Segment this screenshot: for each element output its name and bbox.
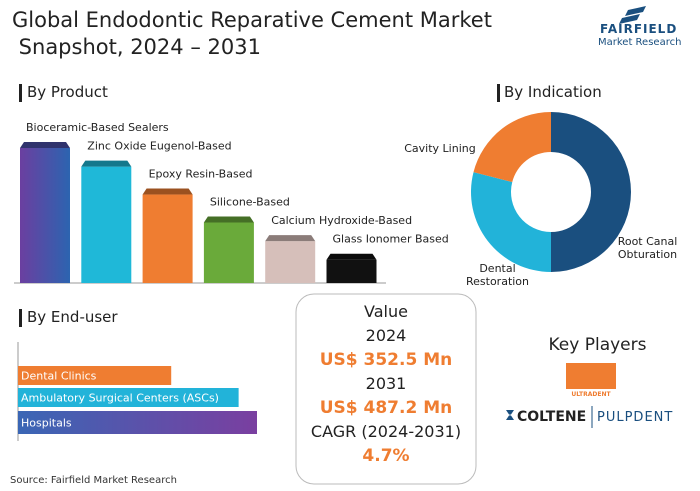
title-line: Global Endodontic Reparative Cement Mark…	[12, 8, 492, 59]
section-title: By End-user	[27, 308, 118, 326]
bar	[265, 241, 316, 283]
logo-icon	[619, 6, 646, 24]
bar	[81, 166, 132, 283]
bar-label: Zinc Oxide Eugenol-Based	[87, 140, 231, 153]
bar	[18, 366, 172, 385]
donut-segment	[473, 111, 551, 183]
bar-label: Hospitals	[21, 417, 72, 430]
donut-segment	[551, 112, 631, 272]
bar	[18, 388, 239, 407]
donut-segment	[471, 172, 551, 272]
segment-label: Dental Restoration	[465, 262, 530, 288]
player: PULPDENT	[597, 410, 674, 425]
value: US$ 487.2 Mn	[319, 398, 453, 418]
section-title: By Indication	[504, 83, 602, 101]
section-bar	[19, 84, 22, 102]
bar-label: Ambulatory Surgical Centers (ASCs)	[21, 392, 219, 405]
year: 2024	[365, 326, 407, 345]
section-title: By Product	[27, 83, 108, 101]
bar-top	[20, 142, 70, 148]
value-title: Value	[364, 302, 408, 321]
bar	[326, 259, 377, 283]
segment-label: Cavity Lining	[404, 142, 476, 155]
value: US$ 352.5 Mn	[319, 350, 453, 370]
bar-label: Silicone-Based	[210, 195, 290, 208]
logo-shape	[566, 363, 616, 389]
section-bar	[497, 84, 500, 102]
bar-top	[81, 160, 132, 167]
bar	[203, 222, 254, 283]
key-players-title: Key Players	[548, 335, 647, 355]
bar-top	[203, 216, 254, 223]
value-panel: Value 2024 US$ 352.5 Mn 2031 US$ 487.2 M…	[296, 300, 476, 468]
segment-label: Root Canal Obturation	[617, 235, 678, 261]
bar-label: Epoxy Resin-Based	[149, 168, 253, 181]
player: COLTENE	[517, 409, 587, 425]
bar	[20, 148, 70, 283]
bar-label: Bioceramic-Based Sealers	[26, 121, 169, 134]
cagr-label: CAGR (2024-2031)	[310, 422, 462, 441]
bar	[18, 411, 257, 434]
value-box	[295, 293, 477, 485]
bar-top	[142, 188, 193, 195]
bar-top	[265, 235, 316, 242]
bar	[142, 194, 193, 283]
logo-sub: Market Research	[598, 37, 682, 48]
bar-label: Calcium Hydroxide-Based	[271, 214, 412, 227]
bar-top	[326, 253, 377, 260]
bar-label: Glass Ionomer Based	[333, 233, 449, 246]
cagr: 4.7%	[362, 446, 410, 466]
logo-name: FAIRFIELD	[600, 22, 678, 36]
logo-shape	[506, 410, 514, 420]
source: Source: Fairfield Market Research	[10, 475, 177, 486]
section-bar	[19, 309, 22, 327]
bar-label: Dental Clinics	[21, 370, 97, 383]
player: ULTRADENT	[571, 391, 611, 398]
year: 2031	[365, 374, 407, 393]
